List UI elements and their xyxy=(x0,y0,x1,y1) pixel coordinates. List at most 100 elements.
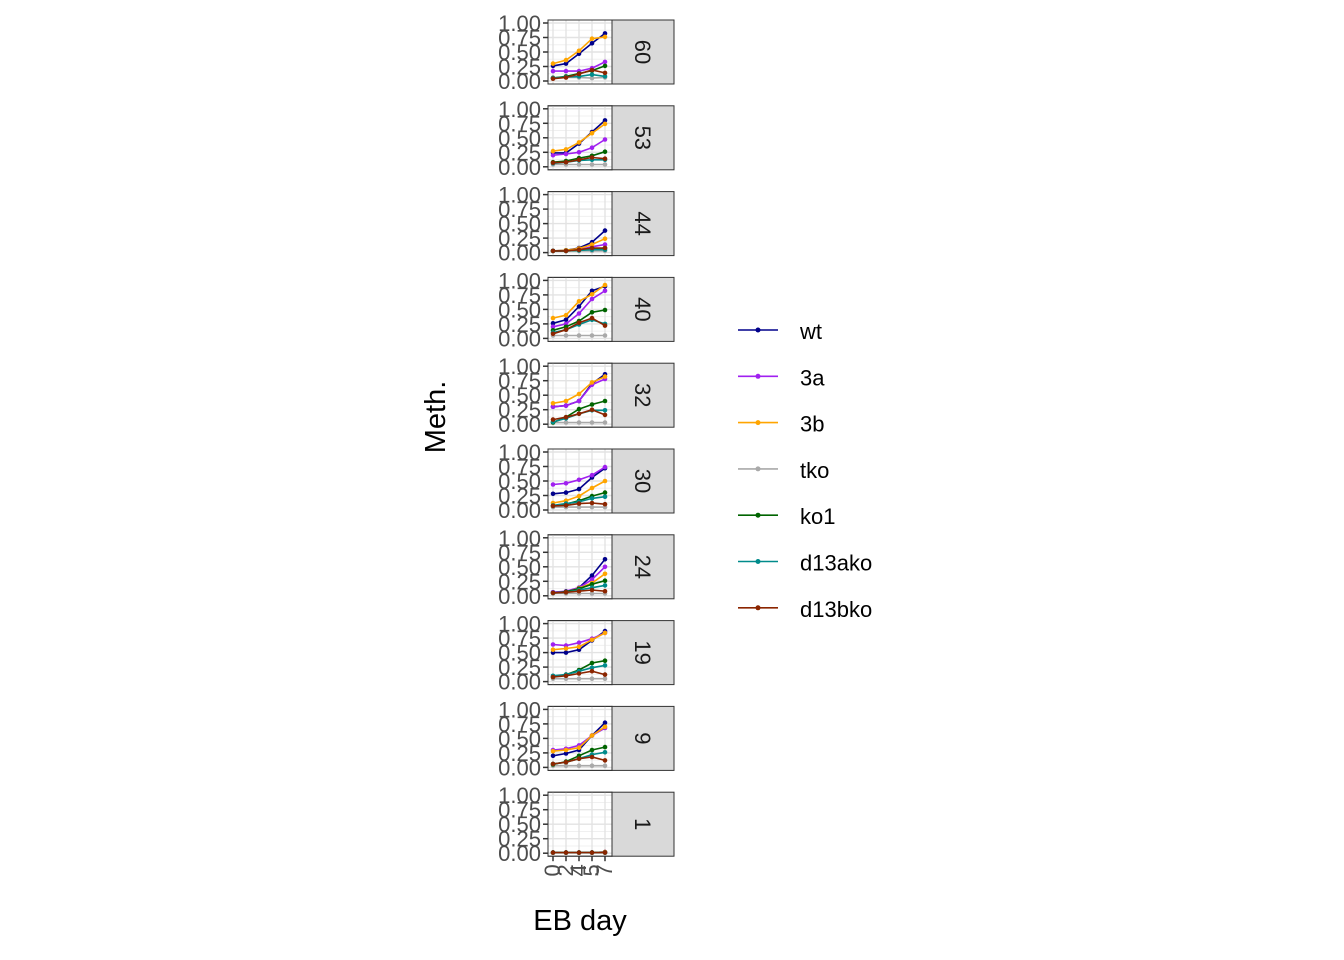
data-point-3a xyxy=(550,68,556,74)
facet-strip-label: 30 xyxy=(630,469,655,493)
data-point-3a xyxy=(576,640,582,645)
data-point-3a xyxy=(550,324,556,330)
data-point-tko xyxy=(589,591,595,596)
data-point-3a xyxy=(589,472,595,478)
data-point-3a xyxy=(602,564,608,570)
data-point-3b xyxy=(576,48,582,54)
y-tick-label: 1.00 xyxy=(498,697,541,722)
data-point-tko xyxy=(589,676,595,681)
facet-strip-label: 53 xyxy=(630,126,655,150)
data-point-3b xyxy=(576,644,582,650)
legend-key-point xyxy=(755,420,761,426)
data-point-d13bko xyxy=(563,850,569,855)
facet-strip-label: 1 xyxy=(630,818,655,830)
data-point-tko xyxy=(589,420,595,425)
data-point-d13bko xyxy=(563,75,569,80)
data-point-d13ako xyxy=(602,583,608,588)
data-point-d13bko xyxy=(589,407,595,413)
data-point-tko xyxy=(589,763,595,768)
data-point-d13bko xyxy=(576,850,582,855)
y-tick-label: 1.00 xyxy=(498,268,541,293)
y-tick-label: 0.00 xyxy=(498,241,541,266)
data-point-3b xyxy=(602,236,608,241)
y-tick-label: 0.50 xyxy=(498,126,541,151)
data-point-d13bko xyxy=(576,411,582,417)
facet-strip-label: 24 xyxy=(630,555,655,579)
data-point-d13bko xyxy=(602,323,608,328)
data-point-ko1 xyxy=(589,660,595,666)
data-point-d13bko xyxy=(602,412,608,418)
data-point-wt xyxy=(589,573,595,578)
data-point-d13bko xyxy=(550,674,556,680)
data-point-ko1 xyxy=(602,63,608,69)
data-point-tko xyxy=(576,420,582,425)
data-point-tko xyxy=(602,763,608,768)
data-point-3a xyxy=(602,464,608,470)
data-point-d13bko xyxy=(550,850,556,855)
data-point-d13ako xyxy=(602,494,608,500)
y-tick-label: 0.50 xyxy=(498,812,541,837)
data-point-d13bko xyxy=(602,70,608,76)
data-point-ko1 xyxy=(589,581,595,587)
data-point-3b xyxy=(602,374,608,379)
y-tick-label: 0.75 xyxy=(498,798,541,823)
y-tick-label: 0.50 xyxy=(498,469,541,494)
data-point-ko1 xyxy=(602,658,608,663)
data-point-3a xyxy=(550,404,556,410)
x-tick-label: 5 xyxy=(579,864,604,876)
data-point-ko1 xyxy=(602,744,608,750)
data-point-3b xyxy=(576,299,582,304)
y-tick-label: 0.00 xyxy=(498,155,541,180)
data-point-tko xyxy=(602,420,608,425)
y-tick-label: 0.75 xyxy=(498,712,541,737)
data-point-tko xyxy=(589,75,595,81)
data-point-d13bko xyxy=(550,761,556,767)
y-tick-label: 1.00 xyxy=(498,440,541,465)
y-tick-label: 0.50 xyxy=(498,726,541,751)
data-point-d13bko xyxy=(602,245,608,251)
data-point-ko1 xyxy=(602,490,608,495)
data-point-wt xyxy=(602,228,608,233)
y-tick-label: 0.75 xyxy=(498,111,541,136)
data-point-ko1 xyxy=(602,149,608,154)
x-tick-label: 0 xyxy=(540,864,565,876)
legend-key-point xyxy=(755,559,761,564)
x-tick-label: 2 xyxy=(553,864,578,876)
facet-strip-label: 44 xyxy=(630,211,655,235)
data-point-d13bko xyxy=(602,758,608,763)
y-tick-label: 0.75 xyxy=(498,626,541,651)
data-point-3a xyxy=(550,642,556,647)
y-tick-label: 0.00 xyxy=(498,69,541,94)
legend-key-point xyxy=(755,466,761,472)
data-point-3b xyxy=(589,292,595,297)
data-point-d13bko xyxy=(589,315,595,321)
y-tick-label: 1.00 xyxy=(498,11,541,36)
data-point-3b xyxy=(589,637,595,643)
data-point-3b xyxy=(602,630,608,636)
data-point-3a xyxy=(563,481,569,486)
data-point-d13bko xyxy=(589,668,595,674)
data-point-3a xyxy=(576,398,582,404)
data-point-d13ako xyxy=(602,663,608,668)
data-point-3a xyxy=(550,482,556,487)
data-point-wt xyxy=(576,486,582,492)
data-point-wt xyxy=(602,31,608,36)
data-point-d13bko xyxy=(589,67,595,73)
facet-panel: 0.000.250.500.751.00 44 xyxy=(498,183,675,266)
data-point-wt xyxy=(563,751,569,756)
facet-strip xyxy=(611,448,675,514)
y-tick-label: 0.50 xyxy=(498,641,541,666)
facet-strip xyxy=(611,705,675,771)
y-tick-label: 0.25 xyxy=(498,741,541,766)
data-point-d13bko xyxy=(602,156,608,161)
facet-strip xyxy=(611,105,675,171)
data-point-3b xyxy=(589,485,595,491)
data-point-3b xyxy=(550,315,556,321)
data-point-3b xyxy=(563,747,569,753)
data-point-d13bko xyxy=(563,759,569,765)
data-point-d13bko xyxy=(563,159,569,165)
data-point-d13bko xyxy=(602,588,608,594)
y-tick-label: 0.25 xyxy=(498,312,541,337)
data-point-d13bko xyxy=(602,501,608,507)
data-point-3b xyxy=(563,398,569,404)
